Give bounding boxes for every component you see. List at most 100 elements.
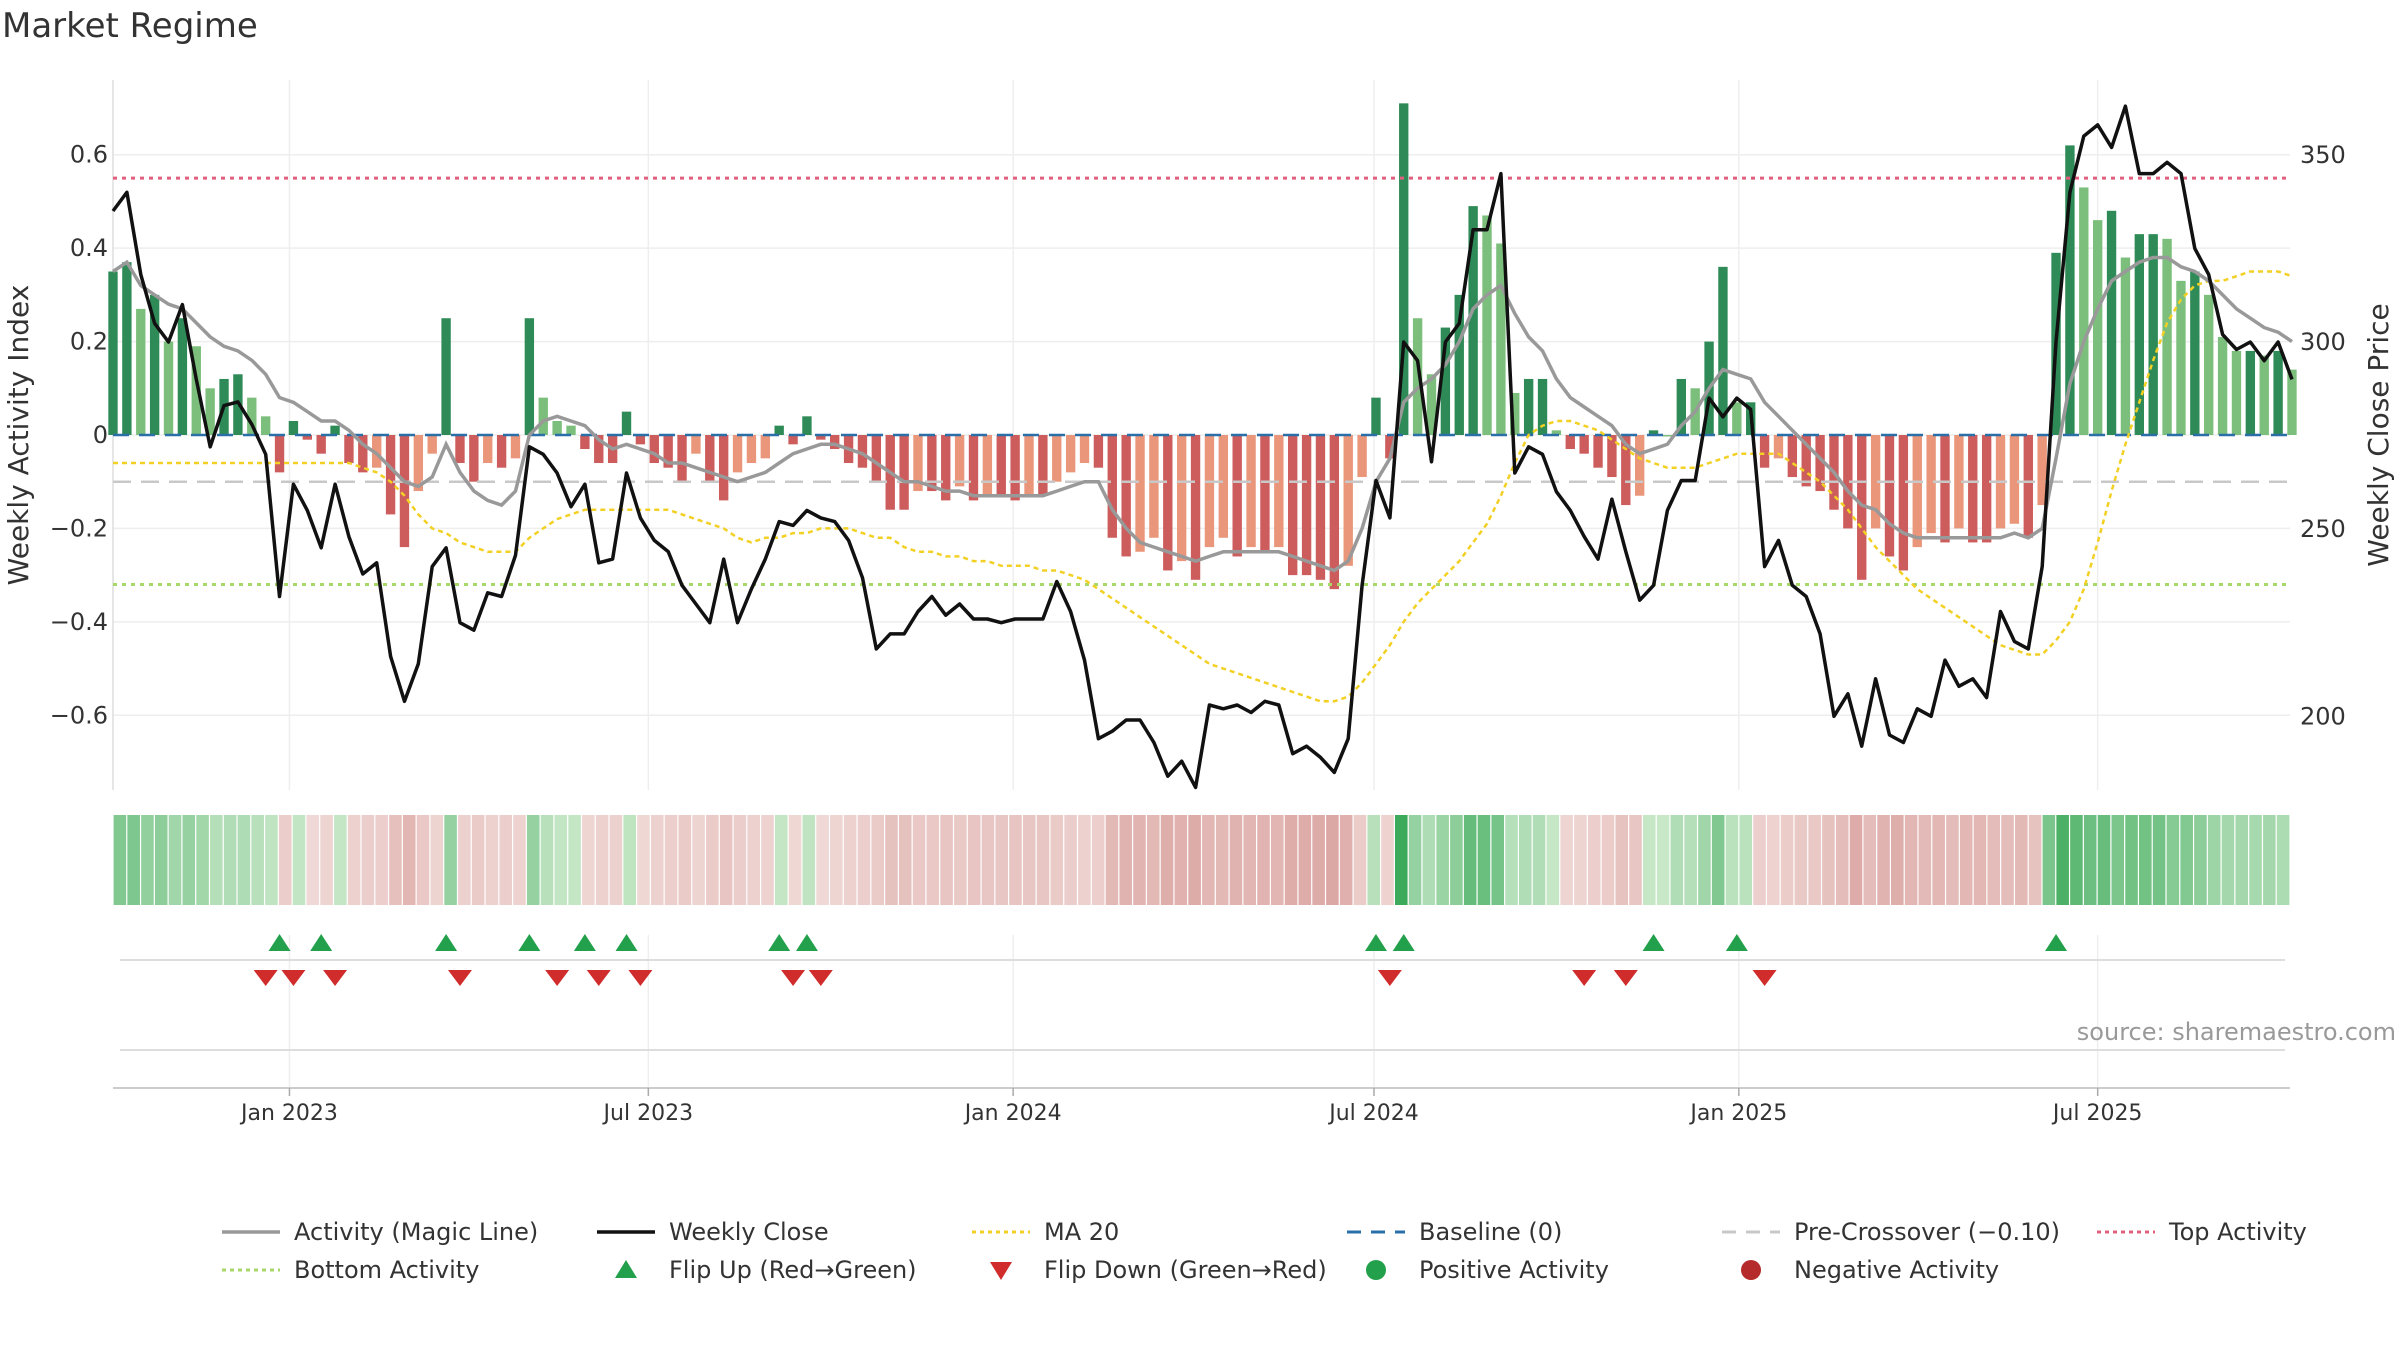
activity-bar [274,435,285,473]
activity-bar [1163,435,1173,571]
activity-bar [1274,435,1284,548]
activity-bar [2148,234,2158,435]
activity-bar [1010,435,1020,501]
activity-bar [1190,435,1201,580]
flip-down-marker [1752,970,1777,986]
regime-cell [1174,815,1188,905]
activity-bar [760,435,770,459]
activity-bar [1662,435,1673,437]
activity-bar [163,341,174,435]
regime-cell [981,815,995,905]
activity-bar [2079,187,2089,435]
regime-cell [1532,815,1546,905]
regime-cell [802,815,816,905]
legend-item: Bottom Activity [222,1256,479,1284]
regime-cell [1009,815,1022,905]
activity-bar [1218,435,1228,538]
regime-cell [1656,815,1670,905]
activity-bar [732,435,743,473]
activity-bar [954,435,965,487]
legend-item: Flip Down (Green→Red) [990,1256,1327,1284]
regime-cell [2056,815,2069,905]
activity-bar [1912,435,1922,548]
legend-item: Activity (Magic Line) [222,1218,538,1246]
regime-cell [375,815,388,905]
regime-cell [1353,815,1367,905]
right-tick-label: 300 [2300,328,2346,356]
source-text: source: sharemaestro.com [2077,1018,2396,1046]
regime-cell [1684,815,1697,905]
regime-cell [623,815,636,905]
regime-cell [1560,815,1573,905]
regime-cell [1753,815,1766,905]
regime-cell [416,815,430,905]
activity-bar [385,435,396,515]
activity-bar [677,435,687,482]
activity-bar [857,435,868,468]
regime-cell [2221,815,2235,905]
activity-bar [136,308,146,435]
magic-line [112,255,2293,573]
regime-cell [389,815,402,905]
left-tick-label: −0.2 [50,514,108,542]
regime-cell [1105,815,1119,905]
activity-bar [1482,215,1492,435]
regime-cell [2276,815,2290,905]
x-tick-label: Jan 2024 [963,1101,1062,1126]
flip-down-marker [253,970,278,986]
activity-bar [1288,435,1298,576]
legend-label: MA 20 [1044,1218,1119,1246]
left-tick-label: 0 [93,421,108,449]
activity-bar [705,435,715,482]
regime-cell [402,815,416,905]
left-axis-label: Weekly Activity Index [2,285,35,586]
activity-bar [1926,435,1936,534]
activity-bar [1815,435,1825,492]
activity-bar [1801,435,1811,487]
activity-bar [1121,435,1131,557]
regime-cell [347,815,361,905]
activity-bar [2176,280,2186,435]
flip-up-marker [1642,934,1665,951]
regime-cell [182,815,196,905]
flip-up-marker [1364,934,1387,951]
regime-cell [168,815,182,905]
activity-bar [1940,435,1950,543]
legend-label: Top Activity [2168,1218,2307,1246]
activity-bar [913,435,923,492]
legend-label: Pre-Crossover (−0.10) [1794,1218,2060,1246]
activity-bar [2287,369,2297,435]
regime-cell [1877,815,1890,905]
legend-item: Negative Activity [1741,1256,1999,1284]
regime-cell [1739,815,1753,905]
regime-cell [830,815,843,905]
x-tick-label: Jul 2025 [2051,1101,2143,1126]
activity-bar [1648,430,1659,435]
activity-bar [2037,435,2047,506]
flip-up-marker [768,934,791,951]
activity-bar [816,435,826,440]
regime-cell [1146,815,1160,905]
regime-cell [1711,815,1725,905]
regime-cell [513,815,526,905]
regime-cell [1904,815,1918,905]
activity-bar [1621,435,1631,506]
activity-bar [1315,435,1326,580]
regime-cell [692,815,705,905]
regime-cell [1257,815,1270,905]
regime-cell [609,815,623,905]
regime-cell [774,815,788,905]
regime-cell [650,815,664,905]
regime-cell [1202,815,1215,905]
regime-cell [1959,815,1973,905]
flip-up-marker [2045,934,2068,951]
regime-cell [733,815,747,905]
activity-bar [2106,210,2117,435]
legend-label: Activity (Magic Line) [294,1218,538,1246]
regime-cell [141,815,154,905]
regime-cell [2015,815,2028,905]
activity-bar [1454,294,1464,435]
flip-down-marker [447,970,472,986]
right-tick-label: 250 [2300,515,2346,543]
activity-bar [302,435,312,440]
